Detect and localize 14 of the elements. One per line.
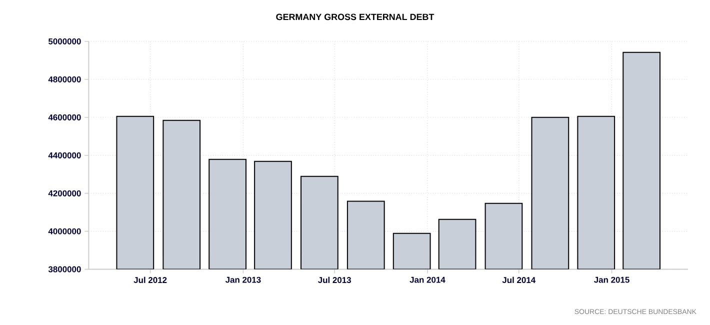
- x-tick-label: Jan 2014: [410, 276, 446, 283]
- x-tick-label: Jul 2014: [502, 276, 536, 284]
- x-tick-label: Jan 2015: [594, 276, 630, 283]
- y-tick-label: 4800000: [48, 76, 81, 82]
- y-tick-label: 4600000: [48, 114, 81, 120]
- y-tick-label: 4200000: [48, 190, 81, 196]
- x-tick-label: Jan 2013: [225, 276, 261, 283]
- x-tick-label: Jul 2013: [318, 276, 351, 284]
- chart-title: GERMANY GROSS EXTERNAL DEBT: [276, 14, 434, 20]
- y-tick-label: 4000000: [48, 228, 81, 234]
- y-tick-label: 5000000: [48, 38, 81, 44]
- y-tick-label: 4400000: [48, 152, 81, 158]
- x-tick-label: Jul 2012: [134, 276, 167, 284]
- y-tick-label: 3800000: [48, 266, 81, 272]
